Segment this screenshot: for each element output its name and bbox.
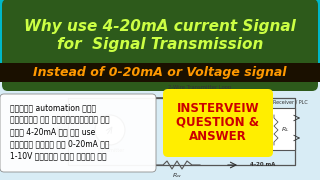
Text: 1-10V क्यों नही होता है: 1-10V क्यों नही होता है xyxy=(10,152,107,161)
FancyBboxPatch shape xyxy=(0,94,156,172)
Text: Loop: Loop xyxy=(57,124,62,136)
FancyBboxPatch shape xyxy=(163,89,273,157)
Text: Sensor Input: Sensor Input xyxy=(181,93,209,97)
Text: Transmitter: Transmitter xyxy=(96,148,124,153)
FancyBboxPatch shape xyxy=(270,108,295,150)
Text: Receiver / PLC: Receiver / PLC xyxy=(273,99,308,104)
Text: QUESTION &: QUESTION & xyxy=(177,116,260,129)
Text: Why use 4-20mA current Signal: Why use 4-20mA current Signal xyxy=(24,19,296,35)
Text: जानिए automation में: जानिए automation में xyxy=(10,103,96,112)
Text: Instead of 0-20mA or Voltage signal: Instead of 0-20mA or Voltage signal xyxy=(33,66,287,79)
Text: $R_L$: $R_L$ xyxy=(281,126,289,134)
Text: 4-20 mA: 4-20 mA xyxy=(250,163,276,168)
Text: ANSWER: ANSWER xyxy=(189,129,247,143)
Text: INSTERVEIW: INSTERVEIW xyxy=(177,102,259,114)
Polygon shape xyxy=(0,63,320,82)
Text: 2-Wire Transmitter Loop: 2-Wire Transmitter Loop xyxy=(168,85,232,90)
Text: for  Signal Transmission: for Signal Transmission xyxy=(57,37,263,51)
Text: क्यों होता है 0-20mA या: क्यों होता है 0-20mA या xyxy=(10,140,109,148)
FancyBboxPatch shape xyxy=(2,0,318,91)
Text: लिए 4-20mA का ही use: लिए 4-20mA का ही use xyxy=(10,127,95,136)
FancyBboxPatch shape xyxy=(0,82,320,180)
Circle shape xyxy=(95,115,125,145)
Text: सिग्नल के ट्रांसमिशन के: सिग्नल के ट्रांसमिशन के xyxy=(10,116,110,125)
Text: $R_w$: $R_w$ xyxy=(172,171,182,180)
